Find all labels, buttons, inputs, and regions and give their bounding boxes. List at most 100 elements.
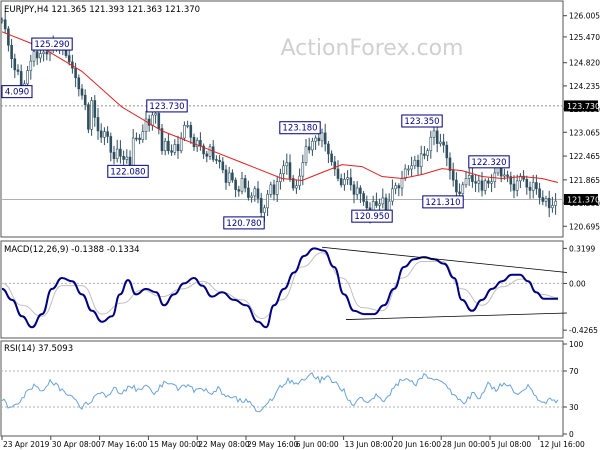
price-annotation-label: 123.350 xyxy=(404,117,439,127)
price-candle xyxy=(541,190,545,206)
moving-average-line xyxy=(1,31,559,183)
price-candles xyxy=(0,10,557,224)
rsi-y-tick-label: 100 xyxy=(569,340,584,349)
macd-signal-line xyxy=(1,252,559,320)
price-candle xyxy=(554,193,557,215)
price-candle xyxy=(122,150,125,168)
price-candle xyxy=(323,123,327,152)
rsi-header: RSI(14) 37.5093 xyxy=(4,344,73,354)
price-candle xyxy=(205,150,209,163)
price-annotation: 120.780 xyxy=(223,216,265,230)
price-candle xyxy=(448,152,452,180)
price-candle xyxy=(375,192,378,208)
price-candle xyxy=(224,164,228,190)
x-axis-tick-label: 28 Jun 00:00 xyxy=(442,440,490,449)
price-candle xyxy=(531,174,535,199)
price-candle xyxy=(295,179,298,194)
price-candle xyxy=(167,133,170,155)
price-candle xyxy=(349,168,353,191)
price-candle xyxy=(522,170,525,182)
price-candle xyxy=(298,168,301,190)
price-y-tick-label: 126.005 xyxy=(569,12,600,21)
price-candle xyxy=(163,138,167,156)
x-axis: 23 Apr 2019 30 Apr 08:00 7 May 16:00 15 May… xyxy=(1,436,585,449)
current-price-tag: 121.370 xyxy=(564,194,600,206)
price-annotation: 4.090 xyxy=(1,85,33,99)
price-candle xyxy=(426,148,429,162)
price-candle xyxy=(192,133,196,151)
price-candle xyxy=(173,139,177,156)
price-candle xyxy=(519,173,522,189)
price-candle xyxy=(483,178,487,195)
x-axis-tick-label: 20 Jun 16:00 xyxy=(393,440,441,449)
price-candle xyxy=(311,137,314,156)
macd-y-axis: 0.3199 0.00 -0.4265 xyxy=(563,244,598,335)
price-candle xyxy=(317,132,321,146)
price-candle xyxy=(3,10,7,34)
price-candle xyxy=(330,150,333,166)
price-candle xyxy=(119,140,122,164)
price-candle xyxy=(327,141,330,164)
price-y-tick-label: 121.865 xyxy=(569,176,600,185)
price-candle xyxy=(7,26,10,52)
price-candle xyxy=(253,186,257,202)
price-candle xyxy=(528,181,532,199)
price-candle xyxy=(397,183,401,197)
rsi-y-tick-label: 0 xyxy=(569,430,574,439)
rsi-y-tick-label: 70 xyxy=(569,367,579,376)
price-candle xyxy=(288,154,292,182)
price-candle xyxy=(243,175,247,193)
price-candle xyxy=(112,145,116,165)
price-candle xyxy=(525,175,529,195)
price-candle xyxy=(339,173,343,188)
price-candle xyxy=(471,166,474,188)
price-candle xyxy=(333,155,337,176)
x-axis-tick-label: 30 Apr 08:00 xyxy=(52,440,101,449)
macd-panel: 0.3199 0.00 -0.4265 MACD(12,26,9) -0.1388 … xyxy=(0,240,598,339)
price-candle xyxy=(215,155,218,164)
price-candle xyxy=(103,127,106,146)
price-candle xyxy=(435,127,439,153)
price-candle xyxy=(256,181,260,204)
price-candle xyxy=(269,181,273,198)
price-candle xyxy=(320,128,324,148)
x-axis-tick-label: 23 Apr 2019 xyxy=(3,440,50,449)
price-annotation: 123.180 xyxy=(279,121,321,135)
macd-line xyxy=(1,247,558,329)
price-annotation-label: 123.180 xyxy=(282,124,317,134)
price-candle xyxy=(336,160,340,182)
price-header: EURJPY,H4 121.365 121.393 121.363 121.37… xyxy=(4,5,200,15)
macd-trendline xyxy=(321,246,568,273)
price-candle xyxy=(96,108,100,140)
macd-y-tick-label: 0.3199 xyxy=(569,244,595,253)
price-candle xyxy=(285,153,289,175)
x-axis-tick-label: 22 May 08:00 xyxy=(198,440,250,449)
price-y-tick-label: 124.820 xyxy=(569,59,600,68)
price-candle xyxy=(141,124,145,143)
price-candle xyxy=(314,135,317,150)
price-annotation: 123.350 xyxy=(401,114,443,128)
price-candle xyxy=(138,134,141,145)
price-annotation: 122.320 xyxy=(468,155,510,169)
price-annotation-label: 125.290 xyxy=(34,40,69,50)
price-candle xyxy=(304,139,308,166)
price-candle xyxy=(0,17,4,24)
x-axis-tick-label: 6 Jun 00:00 xyxy=(296,440,339,449)
price-candle xyxy=(391,179,394,206)
price-candle xyxy=(259,192,263,219)
price-candle xyxy=(115,139,119,163)
price-candle xyxy=(186,120,189,129)
price-candle xyxy=(509,171,513,192)
current-price-tag-box xyxy=(564,194,598,206)
price-candle xyxy=(551,196,554,213)
price-annotation-label: 4.090 xyxy=(5,88,29,98)
price-candle xyxy=(282,160,285,182)
price-candle xyxy=(183,121,186,142)
price-annotation: 125.290 xyxy=(31,37,73,51)
price-candle xyxy=(442,133,445,153)
price-candle xyxy=(352,180,356,204)
price-candle xyxy=(39,49,42,63)
price-panel: ActionForex.com 125.290 4.090 123.730 122.0… xyxy=(0,0,600,238)
rsi-y-axis: 100 70 30 0 xyxy=(563,340,584,439)
price-candle xyxy=(106,126,109,144)
